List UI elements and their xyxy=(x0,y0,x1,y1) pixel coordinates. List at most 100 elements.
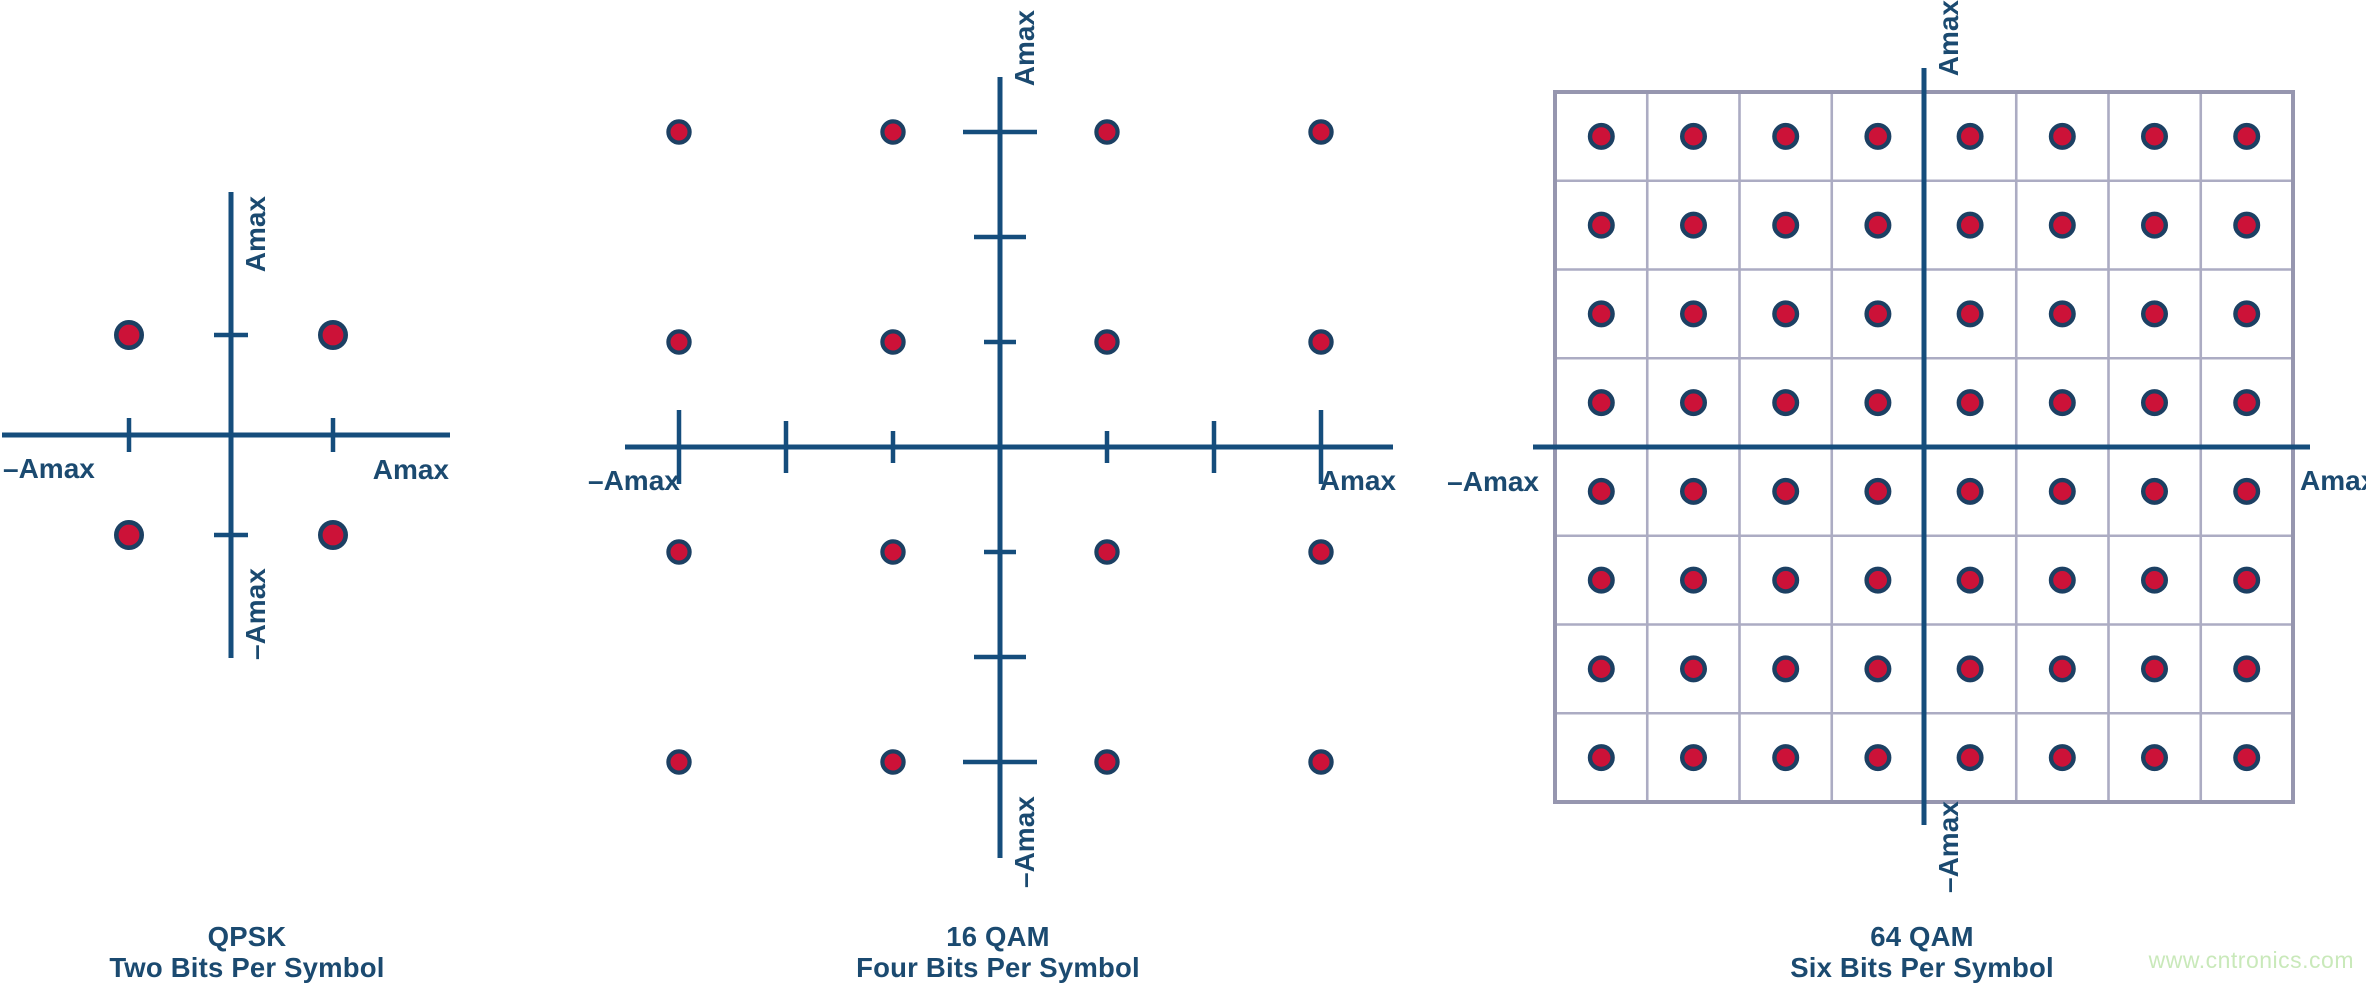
constellation-point xyxy=(2140,389,2168,417)
constellation-point xyxy=(1679,744,1707,772)
panel-64qam: –Amax Amax Amax –Amax xyxy=(1447,0,2366,893)
caption-16qam: 16 QAM Four Bits Per Symbol xyxy=(738,921,1258,983)
caption-qpsk: QPSK Two Bits Per Symbol xyxy=(0,921,507,983)
constellation-point xyxy=(1679,300,1707,328)
caption-64qam-subtitle: Six Bits Per Symbol xyxy=(1790,952,2054,983)
constellation-point xyxy=(1308,119,1334,145)
constellation-point xyxy=(1864,655,1892,683)
constellation-point xyxy=(1587,122,1615,150)
constellation-point xyxy=(2048,744,2076,772)
constellation-point xyxy=(1679,389,1707,417)
constellation-point xyxy=(1094,749,1120,775)
constellation-point xyxy=(317,519,348,550)
x-axis-label-positive: Amax xyxy=(373,454,450,485)
x-axis-label-positive: Amax xyxy=(2300,465,2366,496)
constellation-point xyxy=(1864,477,1892,505)
x-axis-label-negative: –Amax xyxy=(1447,466,1539,497)
constellation-point xyxy=(317,319,348,350)
constellation-point xyxy=(2140,655,2168,683)
caption-64qam: 64 QAM Six Bits Per Symbol xyxy=(1662,921,2182,983)
y-axis-label-positive: Amax xyxy=(1009,10,1040,87)
constellation-point xyxy=(114,519,145,550)
constellation-point xyxy=(2233,477,2261,505)
constellation-point xyxy=(1587,744,1615,772)
constellation-point xyxy=(2233,655,2261,683)
constellation-point xyxy=(1772,211,1800,239)
constellation-point xyxy=(1308,749,1334,775)
x-axis-label-negative: –Amax xyxy=(588,465,680,496)
constellation-point xyxy=(1679,122,1707,150)
constellation-point xyxy=(2233,389,2261,417)
constellation-point xyxy=(2048,122,2076,150)
constellation-point xyxy=(2140,122,2168,150)
constellation-point xyxy=(1587,566,1615,594)
constellation-point xyxy=(1772,477,1800,505)
constellation-point xyxy=(1308,329,1334,355)
constellation-point xyxy=(1679,477,1707,505)
caption-16qam-subtitle: Four Bits Per Symbol xyxy=(856,952,1140,983)
constellation-point xyxy=(2048,300,2076,328)
constellation-point xyxy=(1094,329,1120,355)
constellation-point xyxy=(2048,566,2076,594)
constellation-point xyxy=(2233,744,2261,772)
constellation-point xyxy=(1956,744,1984,772)
constellation-point xyxy=(1772,744,1800,772)
constellation-point xyxy=(2233,122,2261,150)
x-axis-label-negative: –Amax xyxy=(3,453,95,484)
constellation-point xyxy=(2233,300,2261,328)
constellation-point xyxy=(2140,566,2168,594)
constellation-point xyxy=(1956,211,1984,239)
panel-16qam: –Amax Amax Amax –Amax xyxy=(588,10,1396,888)
panel-qpsk: –Amax Amax Amax –Amax xyxy=(2,192,450,660)
y-axis-label-positive: Amax xyxy=(240,196,271,273)
constellation-point xyxy=(1956,655,1984,683)
constellation-point xyxy=(1587,655,1615,683)
constellation-point xyxy=(1587,477,1615,505)
constellation-point xyxy=(880,119,906,145)
constellation-point xyxy=(1956,122,1984,150)
constellation-point xyxy=(2140,211,2168,239)
constellation-point xyxy=(1864,389,1892,417)
constellation-point xyxy=(1094,539,1120,565)
constellation-point xyxy=(1772,655,1800,683)
y-axis-label-negative: –Amax xyxy=(1933,801,1964,893)
constellation-point xyxy=(1308,539,1334,565)
constellation-point xyxy=(1094,119,1120,145)
constellation-point xyxy=(2048,655,2076,683)
constellation-point xyxy=(1864,122,1892,150)
constellation-point xyxy=(880,749,906,775)
y-axis-label-negative: –Amax xyxy=(1009,796,1040,888)
constellation-point xyxy=(2140,300,2168,328)
x-axis-label-positive: Amax xyxy=(1320,465,1397,496)
constellation-point xyxy=(1679,566,1707,594)
constellation-point xyxy=(666,119,692,145)
constellation-point xyxy=(1772,300,1800,328)
constellation-point xyxy=(1864,744,1892,772)
constellation-point xyxy=(666,749,692,775)
constellation-point xyxy=(666,329,692,355)
constellation-point xyxy=(2048,211,2076,239)
constellation-point xyxy=(1587,211,1615,239)
constellation-point xyxy=(1587,389,1615,417)
constellation-point xyxy=(1772,566,1800,594)
constellation-point xyxy=(1679,211,1707,239)
y-axis-label-positive: Amax xyxy=(1933,0,1964,76)
constellation-points-16qam xyxy=(666,119,1334,775)
constellation-point xyxy=(1587,300,1615,328)
constellation-point xyxy=(1864,300,1892,328)
caption-qpsk-subtitle: Two Bits Per Symbol xyxy=(109,952,385,983)
constellation-point xyxy=(1864,566,1892,594)
constellation-point xyxy=(114,319,145,350)
constellation-points-qpsk xyxy=(114,319,348,550)
constellation-point xyxy=(2048,477,2076,505)
constellation-point xyxy=(1956,389,1984,417)
constellation-point xyxy=(2140,477,2168,505)
constellation-points-64qam xyxy=(1587,122,2261,772)
constellation-point xyxy=(880,539,906,565)
constellation-point xyxy=(1864,211,1892,239)
constellation-point xyxy=(666,539,692,565)
constellation-point xyxy=(880,329,906,355)
constellation-point xyxy=(2233,211,2261,239)
